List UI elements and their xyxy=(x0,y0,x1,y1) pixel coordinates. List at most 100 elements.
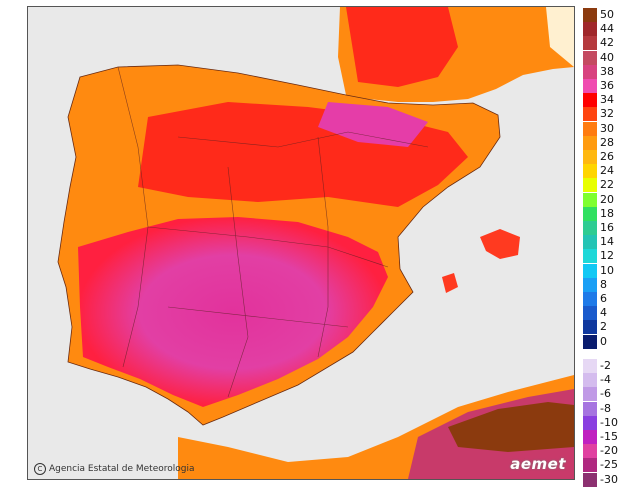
legend-label: -20 xyxy=(600,444,618,458)
legend-swatch xyxy=(583,306,597,321)
color-legend: 50 44 42 40 38 36 34 32 30 28 26 24 22 20 18 16 14 12 10 8 6… xyxy=(583,8,627,487)
legend-swatch xyxy=(583,93,597,108)
legend-item-pos-20: 6 xyxy=(583,292,627,306)
legend-swatch xyxy=(583,206,597,221)
legend-swatch xyxy=(583,221,597,235)
legend-item-pos-15: 16 xyxy=(583,221,627,235)
legend-item-neg-7: -25 xyxy=(583,458,627,473)
legend-item-pos-16: 14 xyxy=(583,235,627,250)
legend-swatch xyxy=(583,249,597,264)
legend-label: 4 xyxy=(600,306,607,320)
legend-label: 32 xyxy=(600,107,614,121)
legend-swatch xyxy=(583,277,597,292)
legend-item-pos-21: 4 xyxy=(583,306,627,321)
legend-label: 18 xyxy=(600,206,614,220)
legend-swatch xyxy=(583,107,597,122)
legend-label: 40 xyxy=(600,50,614,64)
aemet-logo: aemet xyxy=(510,455,566,473)
legend-item-neg-1: -4 xyxy=(583,373,627,388)
legend-label: 22 xyxy=(600,178,614,192)
legend-swatch xyxy=(583,415,597,430)
legend-label: -15 xyxy=(600,430,618,443)
legend-swatch xyxy=(583,64,597,79)
legend-swatch xyxy=(583,401,597,416)
coastline xyxy=(57,64,501,426)
legend-label: -6 xyxy=(600,387,611,401)
legend-label: 16 xyxy=(600,221,614,234)
legend-label: 24 xyxy=(600,164,614,178)
legend-item-pos-7: 32 xyxy=(583,107,627,122)
legend-swatch xyxy=(583,50,597,65)
copyright-icon: C xyxy=(34,463,46,475)
legend-item-neg-3: -8 xyxy=(583,401,627,416)
legend-label: 6 xyxy=(600,292,607,305)
legend-item-pos-9: 28 xyxy=(583,135,627,150)
legend-label: 42 xyxy=(600,36,614,50)
mallorca xyxy=(480,229,520,259)
legend-label: 34 xyxy=(600,93,614,107)
legend-swatch xyxy=(583,444,597,459)
legend-label: 0 xyxy=(600,334,607,348)
legend-label: 20 xyxy=(600,192,614,206)
legend-label: -4 xyxy=(600,373,611,387)
legend-swatch xyxy=(583,164,597,179)
legend-label: 2 xyxy=(600,320,607,334)
legend-item-pos-23: 0 xyxy=(583,334,627,349)
legend-item-neg-5: -15 xyxy=(583,430,627,444)
legend-label: -8 xyxy=(600,401,611,415)
legend-label: 12 xyxy=(600,249,614,263)
atlas-extreme-zone xyxy=(448,402,574,452)
legend-swatch xyxy=(583,150,597,164)
legend-item-pos-13: 20 xyxy=(583,192,627,207)
legend-swatch xyxy=(583,135,597,150)
legend-item-pos-5: 36 xyxy=(583,79,627,93)
legend-item-pos-10: 26 xyxy=(583,150,627,164)
legend-item-pos-2: 42 xyxy=(583,36,627,51)
legend-item-pos-17: 12 xyxy=(583,249,627,264)
legend-item-pos-22: 2 xyxy=(583,320,627,335)
legend-swatch xyxy=(583,36,597,51)
temperature-map: C Agencia Estatal de Meteorologia aemet xyxy=(27,6,575,480)
region-borders xyxy=(117,66,429,398)
legend-item-pos-0: 50 xyxy=(583,8,627,22)
legend-label: -10 xyxy=(600,415,618,429)
legend-item-pos-14: 18 xyxy=(583,206,627,221)
legend-swatch xyxy=(583,178,597,193)
legend-swatch xyxy=(583,430,597,444)
southern-hot-zone xyxy=(78,217,388,407)
legend-label: 28 xyxy=(600,135,614,149)
legend-item-pos-4: 38 xyxy=(583,64,627,79)
legend-item-neg-4: -10 xyxy=(583,415,627,430)
france-east-cool xyxy=(546,7,574,67)
legend-item-neg-0: -2 xyxy=(583,359,627,373)
legend-item-pos-6: 34 xyxy=(583,93,627,108)
legend-item-pos-19: 8 xyxy=(583,277,627,292)
legend-label: 30 xyxy=(600,121,614,135)
legend-item-pos-11: 24 xyxy=(583,164,627,179)
legend-swatch xyxy=(583,458,597,473)
legend-swatch xyxy=(583,263,597,278)
legend-swatch xyxy=(583,334,597,349)
legend-label: 36 xyxy=(600,79,614,92)
legend-swatch xyxy=(583,373,597,388)
legend-label: -2 xyxy=(600,359,611,372)
legend-label: 38 xyxy=(600,64,614,78)
credit-text: Agencia Estatal de Meteorologia xyxy=(49,464,195,474)
legend-label: -30 xyxy=(600,472,618,486)
france-hot-zone xyxy=(346,7,458,87)
map-canvas xyxy=(28,7,574,479)
legend-item-neg-8: -30 xyxy=(583,472,627,487)
legend-item-neg-6: -20 xyxy=(583,444,627,459)
legend-item-pos-3: 40 xyxy=(583,50,627,65)
legend-swatch xyxy=(583,359,597,373)
legend-swatch xyxy=(583,387,597,402)
legend-label: 44 xyxy=(600,22,614,36)
legend-label: 50 xyxy=(600,8,614,21)
legend-label: 8 xyxy=(600,277,607,291)
ebro-valley xyxy=(318,102,428,147)
legend-swatch xyxy=(583,472,597,487)
legend-item-pos-8: 30 xyxy=(583,121,627,136)
legend-swatch xyxy=(583,8,597,22)
legend-swatch xyxy=(583,235,597,250)
legend-item-neg-2: -6 xyxy=(583,387,627,402)
